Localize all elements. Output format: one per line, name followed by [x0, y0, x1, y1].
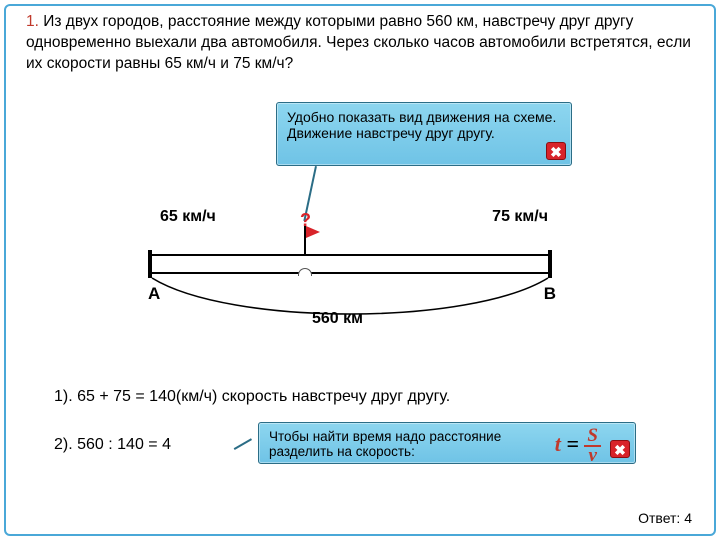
- hint-box-motion-type: Удобно показать вид движения на схеме. Д…: [276, 102, 572, 166]
- formula-denominator: v: [584, 447, 601, 465]
- flag-icon: [304, 226, 306, 254]
- formula-equals: =: [566, 431, 579, 456]
- problem-body: Из двух городов, расстояние между которы…: [26, 13, 691, 72]
- formula-t: t: [555, 431, 561, 456]
- time-formula: t = S v: [555, 427, 601, 465]
- speed-left-label: 65 км/ч: [160, 208, 216, 226]
- motion-diagram: 65 км/ч 75 км/ч ? A B 560 км: [150, 232, 550, 332]
- hint1-text: Удобно показать вид движения на схеме. Д…: [287, 109, 556, 141]
- problem-text: 1. Из двух городов, расстояние между кот…: [26, 12, 700, 75]
- formula-fraction: S v: [584, 427, 601, 465]
- hint-box-formula: Чтобы найти время надо расстояние раздел…: [258, 422, 636, 464]
- close-icon[interactable]: ✖: [610, 440, 630, 458]
- distance-label: 560 км: [312, 310, 363, 328]
- close-icon[interactable]: ✖: [546, 142, 566, 160]
- track-segment: [150, 254, 550, 274]
- speed-right-label: 75 км/ч: [492, 208, 548, 226]
- hint2-text: Чтобы найти время надо расстояние раздел…: [269, 429, 501, 459]
- answer-text: Ответ: 4: [638, 510, 692, 526]
- problem-number: 1.: [26, 13, 39, 30]
- endpoint-b-tick: [548, 250, 552, 278]
- endpoint-a-tick: [148, 250, 152, 278]
- solution-step-1: 1). 65 + 75 = 140(км/ч) скорость навстре…: [54, 388, 450, 406]
- callout-line-2: [234, 438, 252, 450]
- formula-numerator: S: [584, 427, 601, 447]
- solution-step-2: 2). 560 : 140 = 4: [54, 436, 171, 454]
- meeting-point-marker: [298, 268, 312, 276]
